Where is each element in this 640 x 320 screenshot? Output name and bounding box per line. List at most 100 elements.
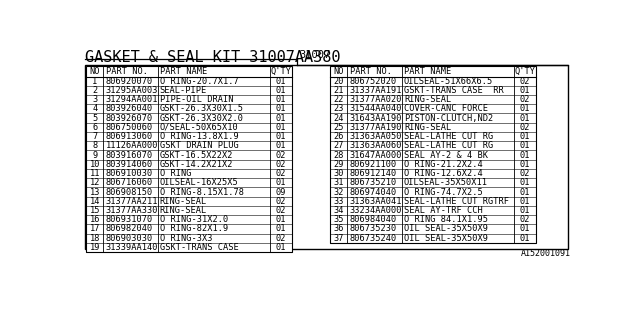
Text: 27: 27	[333, 141, 344, 150]
Text: GASKET & SEAL KIT 31007AA380: GASKET & SEAL KIT 31007AA380	[85, 50, 341, 65]
Text: OIL SEAL-35X50X9: OIL SEAL-35X50X9	[404, 224, 488, 234]
Text: 33: 33	[333, 197, 344, 206]
Text: 806752020: 806752020	[349, 76, 397, 86]
Text: 3: 3	[92, 95, 97, 104]
Text: 11126AA000: 11126AA000	[106, 141, 158, 150]
Text: 26: 26	[333, 132, 344, 141]
Text: OILSEAL-16X25X5: OILSEAL-16X25X5	[160, 178, 239, 187]
Text: O RING-8.15X1.78: O RING-8.15X1.78	[160, 188, 244, 196]
Text: 31544AA040: 31544AA040	[349, 104, 402, 113]
Text: 806910030: 806910030	[106, 169, 153, 178]
Text: 806931070: 806931070	[106, 215, 153, 224]
Text: 01: 01	[520, 188, 530, 196]
Text: 806716060: 806716060	[106, 178, 153, 187]
Text: 29: 29	[333, 160, 344, 169]
Text: GSKT-TRANS CASE  RR: GSKT-TRANS CASE RR	[404, 86, 504, 95]
Text: 31337AA191: 31337AA191	[349, 86, 402, 95]
Text: 01: 01	[520, 150, 530, 160]
Text: 6: 6	[92, 123, 97, 132]
Text: 09: 09	[275, 188, 286, 196]
Text: 806912140: 806912140	[349, 169, 397, 178]
Text: O RING-82X1.9: O RING-82X1.9	[160, 224, 228, 234]
Text: 01: 01	[275, 243, 286, 252]
Text: 10: 10	[90, 160, 100, 169]
Text: 806920070: 806920070	[106, 76, 153, 86]
Text: 5: 5	[92, 114, 97, 123]
Text: 803926070: 803926070	[106, 114, 153, 123]
Text: COVER-CANC FORCE: COVER-CANC FORCE	[404, 104, 488, 113]
Text: 17: 17	[90, 224, 100, 234]
Text: 31377AA211: 31377AA211	[106, 197, 158, 206]
Text: 02: 02	[275, 206, 286, 215]
Text: 18: 18	[90, 234, 100, 243]
Text: 01: 01	[275, 123, 286, 132]
Text: 01: 01	[520, 86, 530, 95]
Text: O/SEAL-50X65X10: O/SEAL-50X65X10	[160, 123, 239, 132]
Text: 01: 01	[520, 132, 530, 141]
Text: 02: 02	[275, 169, 286, 178]
Text: 9: 9	[92, 150, 97, 160]
Text: 803926040: 803926040	[106, 104, 153, 113]
Text: SEAL-LATHE CUT RG: SEAL-LATHE CUT RG	[404, 132, 493, 141]
Text: PIPE-OIL DRAIN: PIPE-OIL DRAIN	[160, 95, 234, 104]
Text: O RING 84.1X1.95: O RING 84.1X1.95	[404, 215, 488, 224]
Text: 01: 01	[275, 215, 286, 224]
Text: 2: 2	[92, 86, 97, 95]
Text: 806735240: 806735240	[349, 234, 397, 243]
Text: PART NAME: PART NAME	[160, 67, 207, 76]
Text: 02: 02	[520, 215, 530, 224]
Text: 8: 8	[92, 141, 97, 150]
Text: 806974040: 806974040	[349, 188, 397, 196]
Text: 12: 12	[90, 178, 100, 187]
Text: 13: 13	[90, 188, 100, 196]
Text: 806735230: 806735230	[349, 224, 397, 234]
Text: 01: 01	[275, 104, 286, 113]
Text: GSKT-TRANS CASE: GSKT-TRANS CASE	[160, 243, 239, 252]
Text: NO: NO	[333, 67, 344, 76]
Text: 01: 01	[520, 206, 530, 215]
Text: 31: 31	[333, 178, 344, 187]
Text: SEAL AY-2 & 4 BK: SEAL AY-2 & 4 BK	[404, 150, 488, 160]
Text: 36: 36	[333, 224, 344, 234]
Text: PART NO.: PART NO.	[349, 67, 392, 76]
Text: 01: 01	[520, 178, 530, 187]
Text: 01: 01	[520, 234, 530, 243]
Text: 02: 02	[275, 160, 286, 169]
Text: O RING-12.6X2.4: O RING-12.6X2.4	[404, 169, 483, 178]
Text: O RING-21.2X2.4: O RING-21.2X2.4	[404, 160, 483, 169]
Text: 01: 01	[275, 224, 286, 234]
Text: 31377AA190: 31377AA190	[349, 123, 402, 132]
Text: 19: 19	[90, 243, 100, 252]
Text: 01: 01	[520, 104, 530, 113]
Text: 23: 23	[333, 104, 344, 113]
Text: 806984040: 806984040	[349, 215, 397, 224]
Text: 11: 11	[90, 169, 100, 178]
Text: Q'TY: Q'TY	[270, 67, 291, 76]
Bar	[85, 65, 568, 249]
Text: 803916070: 803916070	[106, 150, 153, 160]
Text: 806913060: 806913060	[106, 132, 153, 141]
Text: 21: 21	[333, 86, 344, 95]
Text: 31363AA041: 31363AA041	[349, 197, 402, 206]
Text: A152001091: A152001091	[520, 249, 571, 258]
Text: GSKT-14.2X21X2: GSKT-14.2X21X2	[160, 160, 234, 169]
Text: 02: 02	[520, 123, 530, 132]
Text: 22: 22	[333, 95, 344, 104]
Text: SEAL AY-TRF CCH: SEAL AY-TRF CCH	[404, 206, 483, 215]
Text: 14: 14	[90, 197, 100, 206]
Text: 28: 28	[333, 150, 344, 160]
Text: 02: 02	[275, 197, 286, 206]
Text: 806908150: 806908150	[106, 188, 153, 196]
Text: 31363AA060: 31363AA060	[349, 141, 402, 150]
Text: 31377AA330: 31377AA330	[106, 206, 158, 215]
Text: 01: 01	[275, 141, 286, 150]
Text: 31647AA000: 31647AA000	[349, 150, 402, 160]
Text: 02: 02	[520, 76, 530, 86]
Text: RING-SEAL: RING-SEAL	[160, 197, 207, 206]
Text: 24: 24	[333, 114, 344, 123]
Text: OILSEAL-51X66X6.5: OILSEAL-51X66X6.5	[404, 76, 493, 86]
Text: 806921100: 806921100	[349, 160, 397, 169]
Text: 37: 37	[333, 234, 344, 243]
Text: PART NAME: PART NAME	[404, 67, 451, 76]
Text: 806735210: 806735210	[349, 178, 397, 187]
